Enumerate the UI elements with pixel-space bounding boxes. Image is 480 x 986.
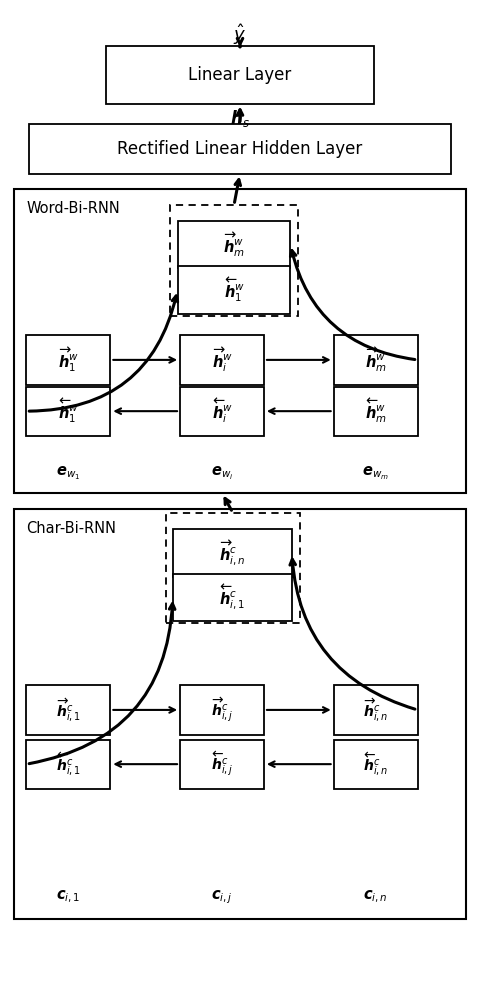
Text: Linear Layer: Linear Layer [188, 66, 292, 84]
FancyBboxPatch shape [180, 387, 264, 436]
Text: $\boldsymbol{c}_{i,n}$: $\boldsymbol{c}_{i,n}$ [363, 889, 388, 905]
Text: $\overleftarrow{\boldsymbol{h}}^w_i$: $\overleftarrow{\boldsymbol{h}}^w_i$ [212, 396, 232, 426]
Text: $\overrightarrow{\boldsymbol{h}}^w_m$: $\overrightarrow{\boldsymbol{h}}^w_m$ [365, 345, 386, 375]
Text: Char-Bi-RNN: Char-Bi-RNN [26, 521, 117, 535]
Text: $\overrightarrow{\boldsymbol{h}}^c_{i,n}$: $\overrightarrow{\boldsymbol{h}}^c_{i,n}… [363, 696, 388, 724]
Text: $\boldsymbol{e}_{w_i}$: $\boldsymbol{e}_{w_i}$ [211, 464, 233, 482]
FancyBboxPatch shape [106, 46, 374, 104]
FancyBboxPatch shape [178, 266, 290, 314]
FancyBboxPatch shape [180, 685, 264, 735]
Text: $\boldsymbol{e}_{w_m}$: $\boldsymbol{e}_{w_m}$ [362, 464, 389, 482]
Text: $\overleftarrow{\boldsymbol{h}}^w_m$: $\overleftarrow{\boldsymbol{h}}^w_m$ [365, 396, 386, 426]
Text: $\overrightarrow{\boldsymbol{h}}^w_1$: $\overrightarrow{\boldsymbol{h}}^w_1$ [58, 345, 79, 375]
Text: $\overrightarrow{\boldsymbol{h}}^c_{i,n}$: $\overrightarrow{\boldsymbol{h}}^c_{i,n}… [219, 538, 246, 568]
FancyBboxPatch shape [180, 740, 264, 789]
FancyBboxPatch shape [173, 529, 292, 577]
Text: $\boldsymbol{h}_s$: $\boldsymbol{h}_s$ [230, 107, 250, 129]
FancyBboxPatch shape [334, 387, 418, 436]
Text: $\overleftarrow{\boldsymbol{h}}^c_{i,1}$: $\overleftarrow{\boldsymbol{h}}^c_{i,1}$ [56, 750, 81, 778]
Text: $\overrightarrow{\boldsymbol{h}}^w_i$: $\overrightarrow{\boldsymbol{h}}^w_i$ [212, 345, 232, 375]
FancyBboxPatch shape [166, 513, 300, 623]
FancyBboxPatch shape [334, 335, 418, 385]
FancyBboxPatch shape [170, 205, 298, 316]
Text: Rectified Linear Hidden Layer: Rectified Linear Hidden Layer [118, 140, 362, 158]
Text: $\overleftarrow{\boldsymbol{h}}^c_{i,n}$: $\overleftarrow{\boldsymbol{h}}^c_{i,n}$ [363, 750, 388, 778]
Text: $\hat{y}$: $\hat{y}$ [233, 22, 247, 47]
Text: $\boldsymbol{c}_{i,j}$: $\boldsymbol{c}_{i,j}$ [211, 888, 233, 906]
FancyBboxPatch shape [29, 124, 451, 174]
FancyBboxPatch shape [178, 221, 290, 268]
Text: $\boldsymbol{e}_{w_1}$: $\boldsymbol{e}_{w_1}$ [56, 464, 81, 482]
Text: $\overleftarrow{\boldsymbol{h}}^w_1$: $\overleftarrow{\boldsymbol{h}}^w_1$ [58, 396, 79, 426]
FancyBboxPatch shape [26, 387, 110, 436]
FancyBboxPatch shape [14, 509, 466, 919]
Text: $\overrightarrow{\boldsymbol{h}}^w_m$: $\overrightarrow{\boldsymbol{h}}^w_m$ [223, 230, 245, 259]
FancyBboxPatch shape [14, 189, 466, 493]
FancyBboxPatch shape [180, 335, 264, 385]
FancyBboxPatch shape [26, 335, 110, 385]
Text: Word-Bi-RNN: Word-Bi-RNN [26, 201, 120, 216]
Text: $\overleftarrow{\boldsymbol{h}}^w_1$: $\overleftarrow{\boldsymbol{h}}^w_1$ [224, 275, 244, 305]
FancyBboxPatch shape [173, 574, 292, 621]
FancyBboxPatch shape [26, 685, 110, 735]
Text: $\overrightarrow{\boldsymbol{h}}^c_{i,1}$: $\overrightarrow{\boldsymbol{h}}^c_{i,1}… [56, 696, 81, 724]
FancyBboxPatch shape [334, 740, 418, 789]
Text: $\boldsymbol{c}_{i,1}$: $\boldsymbol{c}_{i,1}$ [56, 889, 81, 905]
FancyBboxPatch shape [26, 740, 110, 789]
Text: $\overleftarrow{\boldsymbol{h}}^c_{i,1}$: $\overleftarrow{\boldsymbol{h}}^c_{i,1}$ [219, 583, 245, 612]
Text: $\overrightarrow{\boldsymbol{h}}^c_{i,j}$: $\overrightarrow{\boldsymbol{h}}^c_{i,j}… [211, 695, 233, 725]
FancyBboxPatch shape [334, 685, 418, 735]
Text: $\overleftarrow{\boldsymbol{h}}^c_{i,j}$: $\overleftarrow{\boldsymbol{h}}^c_{i,j}$ [211, 749, 233, 779]
